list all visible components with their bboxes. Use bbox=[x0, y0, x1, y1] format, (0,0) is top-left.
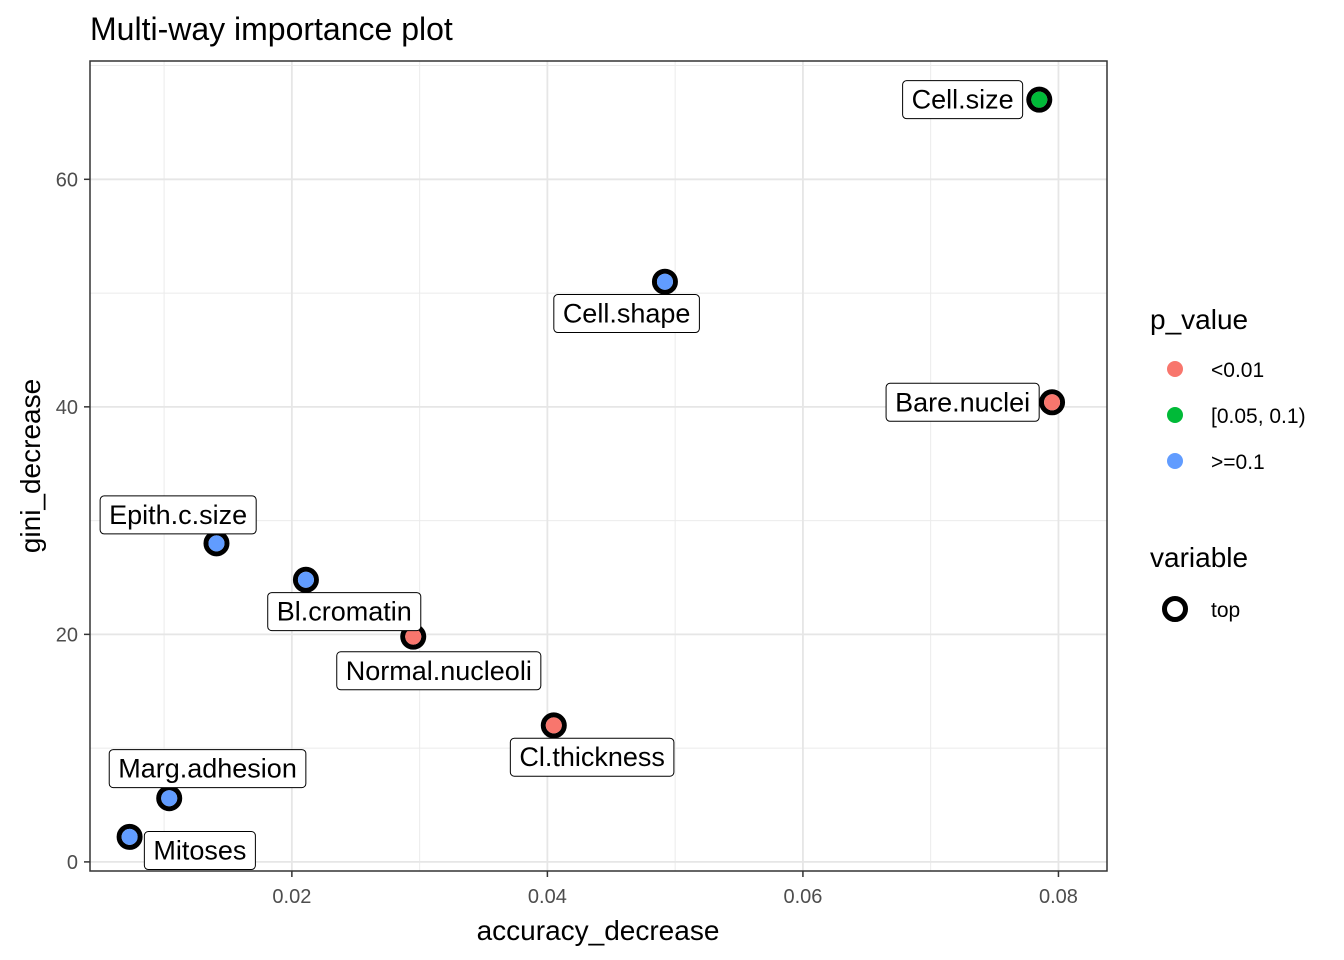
legend-key-dot bbox=[1167, 407, 1183, 423]
point-label-bare-nuclei: Bare.nuclei bbox=[885, 382, 1040, 422]
data-point-bl-cromatin bbox=[292, 566, 319, 593]
legend-entry: <0.01 bbox=[1167, 359, 1264, 382]
data-point-marg-adhesion bbox=[156, 785, 183, 812]
legend-label: top bbox=[1211, 599, 1240, 622]
point-ring bbox=[651, 268, 678, 295]
point-fill bbox=[545, 717, 562, 734]
label-text: Bare.nuclei bbox=[895, 387, 1030, 417]
point-label-epith-c-size: Epith.c.size bbox=[99, 495, 257, 535]
label-box bbox=[99, 495, 257, 535]
point-ring bbox=[540, 712, 567, 739]
point-labels: Cell.size Cell.shape Bare.nuclei Epith.c.si… bbox=[99, 80, 1040, 871]
chart-title: Multi-way importance plot bbox=[90, 11, 453, 47]
label-box bbox=[885, 382, 1040, 422]
x-axis-title: accuracy_decrease bbox=[477, 915, 720, 946]
legend-title-p-value: p_value bbox=[1150, 304, 1248, 335]
label-text: Cl.thickness bbox=[519, 742, 665, 772]
legend-entry: [0.05, 0.1) bbox=[1167, 405, 1306, 428]
point-label-cell-shape: Cell.shape bbox=[553, 294, 700, 334]
y-tick-label: 0 bbox=[67, 852, 78, 874]
label-text: Epith.c.size bbox=[109, 500, 247, 530]
label-box bbox=[108, 749, 307, 789]
x-tick-label: 0.04 bbox=[528, 886, 567, 908]
data-point-cell-shape bbox=[651, 268, 678, 295]
label-box bbox=[509, 737, 675, 777]
point-label-cl-thickness: Cl.thickness bbox=[509, 737, 675, 777]
legend-label: <0.01 bbox=[1211, 359, 1264, 382]
point-ring bbox=[1026, 86, 1053, 113]
label-text: Bl.cromatin bbox=[277, 597, 412, 627]
x-axis-ticks: 0.02 0.04 0.06 0.08 bbox=[272, 871, 1078, 908]
label-box bbox=[336, 651, 542, 691]
point-fill bbox=[297, 571, 314, 588]
label-text: Mitoses bbox=[153, 836, 246, 866]
legend-entry: top bbox=[1162, 596, 1240, 622]
data-point-cell-size bbox=[1026, 86, 1053, 113]
label-box bbox=[902, 80, 1024, 120]
point-fill bbox=[1044, 394, 1061, 411]
data-point-mitoses bbox=[116, 823, 143, 850]
point-fill bbox=[1031, 91, 1048, 108]
point-label-bl-cromatin: Bl.cromatin bbox=[267, 592, 422, 632]
x-tick-label: 0.06 bbox=[783, 886, 822, 908]
point-label-marg-adhesion: Marg.adhesion bbox=[108, 749, 307, 789]
legend-key-dot bbox=[1167, 361, 1183, 377]
legend-entry: >=0.1 bbox=[1167, 451, 1265, 474]
plot-border bbox=[89, 60, 1108, 872]
data-point-bare-nuclei bbox=[1039, 389, 1066, 416]
label-box bbox=[267, 592, 422, 632]
y-axis-ticks: 0 20 40 60 bbox=[56, 169, 90, 874]
label-text: Cell.shape bbox=[563, 299, 691, 329]
label-text: Normal.nucleoli bbox=[346, 656, 532, 686]
point-fill bbox=[161, 790, 178, 807]
point-fill bbox=[208, 535, 225, 552]
legend-label: >=0.1 bbox=[1211, 451, 1265, 474]
point-fill bbox=[405, 628, 422, 645]
point-fill bbox=[656, 273, 673, 290]
legend-shape-entries: top bbox=[1162, 596, 1240, 622]
point-fill bbox=[121, 828, 138, 845]
legend-color-entries: <0.01 [0.05, 0.1) >=0.1 bbox=[1167, 359, 1306, 474]
legend-label: [0.05, 0.1) bbox=[1211, 405, 1306, 428]
legend-key-ring bbox=[1162, 596, 1188, 622]
label-text: Cell.size bbox=[912, 85, 1014, 115]
legend: p_value <0.01 [0.05, 0.1) >=0.1 variable t… bbox=[1150, 304, 1306, 622]
point-label-cell-size: Cell.size bbox=[902, 80, 1024, 120]
x-tick-label: 0.02 bbox=[272, 886, 311, 908]
label-box bbox=[143, 831, 256, 871]
y-tick-label: 20 bbox=[56, 624, 78, 646]
point-label-normal-nucleoli: Normal.nucleoli bbox=[336, 651, 542, 691]
y-axis-title: gini_decrease bbox=[15, 379, 46, 553]
point-label-mitoses: Mitoses bbox=[143, 831, 256, 871]
point-ring bbox=[116, 823, 143, 850]
y-tick-label: 60 bbox=[56, 169, 78, 191]
plot-panel bbox=[90, 61, 1107, 871]
data-point-cl-thickness bbox=[540, 712, 567, 739]
point-ring bbox=[1039, 389, 1066, 416]
label-text: Marg.adhesion bbox=[118, 754, 297, 784]
point-ring bbox=[292, 566, 319, 593]
label-box bbox=[553, 294, 700, 334]
data-point-epith-c-size bbox=[203, 530, 230, 557]
legend-key-dot bbox=[1167, 453, 1183, 469]
y-tick-label: 40 bbox=[56, 397, 78, 419]
x-tick-label: 0.08 bbox=[1039, 886, 1078, 908]
legend-title-variable: variable bbox=[1150, 542, 1248, 573]
